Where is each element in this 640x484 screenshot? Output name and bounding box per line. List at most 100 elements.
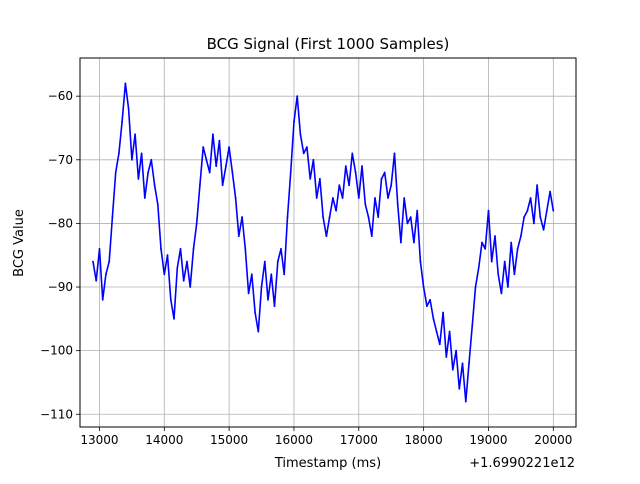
data-point [471, 324, 474, 327]
data-point [477, 267, 480, 269]
data-point [306, 146, 308, 149]
data-point [516, 248, 519, 250]
data-point [173, 317, 175, 320]
data-point [199, 184, 201, 187]
data-point [533, 222, 535, 225]
data-point [409, 216, 412, 219]
x-tick-label: 19000 [469, 433, 507, 447]
data-point [250, 273, 253, 276]
data-point [400, 241, 402, 244]
data-point [448, 330, 451, 333]
data-point [319, 178, 321, 180]
data-point [202, 146, 205, 149]
data-point [156, 203, 159, 206]
y-tick-label: −60 [48, 89, 73, 103]
data-point [296, 95, 299, 98]
data-point [374, 197, 376, 199]
data-point [260, 286, 263, 288]
data-point [98, 248, 101, 250]
x-tick-label: 14000 [145, 433, 183, 447]
data-point [147, 171, 150, 174]
data-point [234, 197, 237, 199]
x-axis-offset-label: +1.6990221e12 [469, 456, 575, 471]
data-point [114, 171, 117, 174]
data-point [124, 82, 127, 85]
data-point [451, 368, 454, 371]
data-point [351, 152, 354, 155]
data-point [419, 260, 422, 263]
data-point [244, 248, 247, 250]
data-point [153, 184, 156, 187]
data-point [344, 165, 347, 168]
data-point [118, 152, 120, 155]
data-point [137, 178, 140, 180]
data-point [406, 222, 409, 225]
chart-title: BCG Signal (First 1000 Samples) [207, 35, 450, 53]
data-point [552, 209, 555, 212]
data-point [218, 139, 221, 142]
y-tick-label: −100 [40, 344, 73, 358]
data-point [241, 216, 244, 219]
data-point [208, 171, 211, 174]
data-point [189, 286, 192, 288]
data-point [520, 235, 522, 238]
data-point [461, 362, 464, 365]
data-point [254, 311, 256, 314]
data-point [426, 305, 428, 307]
data-point [348, 184, 350, 187]
data-point [455, 349, 457, 352]
data-point [361, 165, 363, 168]
data-point [215, 165, 218, 168]
data-point [121, 120, 123, 123]
data-point [435, 330, 438, 333]
data-point [545, 209, 548, 212]
data-point [221, 184, 224, 187]
data-point [445, 356, 448, 358]
data-point [186, 260, 188, 263]
data-point [322, 216, 324, 219]
data-point [335, 209, 337, 212]
data-point [328, 216, 331, 219]
data-point [276, 260, 279, 263]
data-point [92, 260, 94, 263]
data-point [413, 241, 415, 244]
data-point [396, 203, 399, 206]
y-tick-label: −90 [48, 280, 73, 294]
data-point [286, 216, 289, 219]
data-point [484, 248, 487, 250]
data-point [315, 197, 318, 199]
data-point [357, 197, 360, 199]
data-point [105, 273, 107, 276]
data-point [176, 267, 179, 269]
data-point [166, 254, 169, 257]
data-point [377, 216, 380, 219]
data-point [529, 197, 532, 199]
series-layer [92, 82, 555, 403]
data-point [257, 330, 260, 333]
data-point [338, 184, 341, 187]
data-point [370, 235, 373, 238]
data-point [510, 241, 513, 244]
data-point [293, 120, 295, 123]
data-point [332, 197, 334, 199]
x-tick-label: 16000 [275, 433, 313, 447]
data-point [289, 171, 292, 174]
data-point [432, 317, 435, 320]
data-point [549, 190, 551, 193]
grid [80, 58, 576, 427]
plot-frame [79, 57, 577, 428]
data-point [225, 165, 227, 168]
data-point [150, 158, 153, 161]
data-point [247, 292, 250, 295]
data-point [195, 222, 198, 225]
data-point [169, 298, 172, 301]
data-point [487, 209, 490, 212]
data-point [354, 171, 357, 174]
data-point [192, 248, 195, 250]
data-point [283, 273, 286, 276]
data-point [134, 133, 137, 136]
data-point [387, 197, 389, 199]
x-tick-label: 17000 [340, 433, 378, 447]
data-point [458, 387, 461, 390]
